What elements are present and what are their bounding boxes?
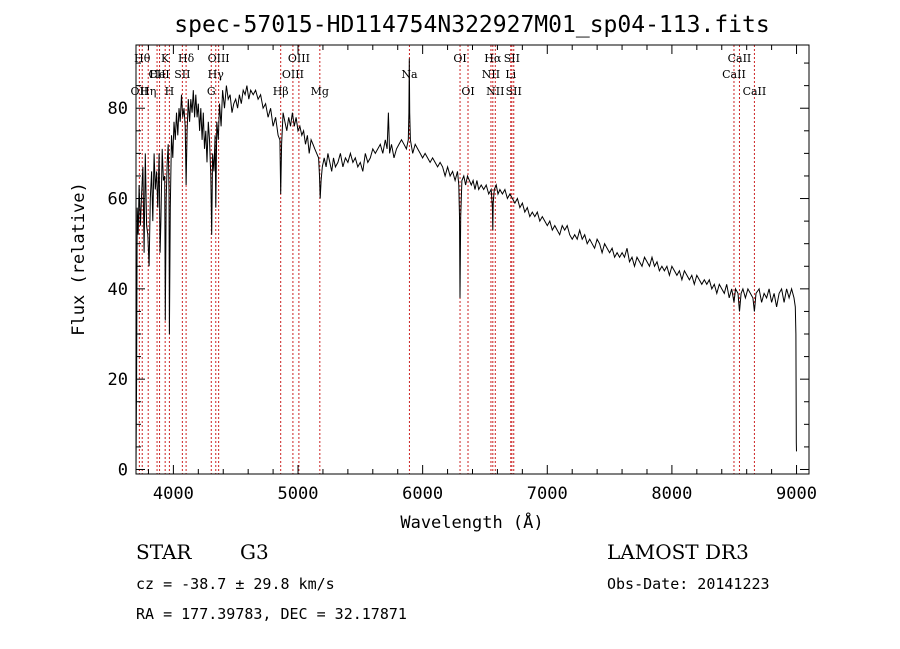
- line-label: SII: [504, 52, 520, 65]
- line-label: Hγ: [208, 68, 225, 81]
- line-label: OI: [453, 52, 466, 65]
- x-tick-label: 7000: [527, 484, 568, 504]
- line-label: Hα: [484, 52, 502, 65]
- y-tick-label: 20: [108, 370, 128, 390]
- x-tick-label: 4000: [153, 484, 194, 504]
- line-label: SII: [506, 85, 522, 98]
- object-subclass: G3: [240, 540, 269, 564]
- line-label: Hβ: [273, 85, 289, 98]
- line-label: SII: [174, 68, 190, 81]
- redshift-info: cz = -38.7 ± 29.8 km/s: [136, 575, 335, 593]
- y-tick-label: 40: [108, 280, 128, 300]
- x-tick-label: 8000: [651, 484, 692, 504]
- line-label: OIII: [208, 52, 230, 65]
- line-label: Hη: [140, 85, 156, 98]
- coordinates: RA = 177.39783, DEC = 32.17871: [136, 605, 407, 623]
- line-label: OIII: [288, 52, 310, 65]
- line-label: K: [161, 52, 170, 65]
- observation-date: Obs-Date: 20141223: [607, 575, 770, 593]
- line-label: NII: [482, 68, 500, 81]
- line-label: Hθ: [134, 52, 151, 65]
- line-label: OII: [131, 85, 149, 98]
- line-label: G: [207, 85, 216, 98]
- y-tick-label: 0: [118, 460, 128, 480]
- line-label: CaII: [743, 85, 767, 98]
- line-label: CII: [149, 68, 166, 81]
- line-label: Hδ: [178, 52, 195, 65]
- chart-title: spec-57015-HD114754N322927M01_sp04-113.f…: [174, 12, 769, 38]
- line-label: Mg: [311, 85, 329, 98]
- spectral-line-markers: [138, 45, 755, 474]
- line-label: Li: [505, 68, 516, 81]
- y-tick-label: 80: [108, 99, 128, 119]
- x-axis-label: Wavelength (Å): [400, 511, 543, 533]
- line-label: NII: [486, 85, 504, 98]
- y-axis-label: Flux (relative): [69, 182, 89, 336]
- line-label: OI: [461, 85, 474, 98]
- spectrum-line: [135, 58, 797, 470]
- object-class: STAR: [136, 540, 192, 564]
- x-axis: 4000 5000 6000 7000 8000 9000: [147, 45, 817, 504]
- survey-name: LAMOST DR3: [607, 540, 749, 564]
- y-axis: 0 20 40 60 80: [108, 62, 809, 480]
- line-label: OIII: [282, 68, 304, 81]
- plot-frame: [135, 44, 810, 475]
- line-label: H: [165, 85, 175, 98]
- line-label: CaII: [722, 68, 746, 81]
- line-label: HeI: [149, 68, 169, 81]
- y-tick-label: 60: [108, 190, 128, 210]
- x-tick-label: 9000: [776, 484, 817, 504]
- x-tick-label: 5000: [278, 484, 319, 504]
- line-label: CaII: [728, 52, 752, 65]
- x-tick-label: 6000: [402, 484, 443, 504]
